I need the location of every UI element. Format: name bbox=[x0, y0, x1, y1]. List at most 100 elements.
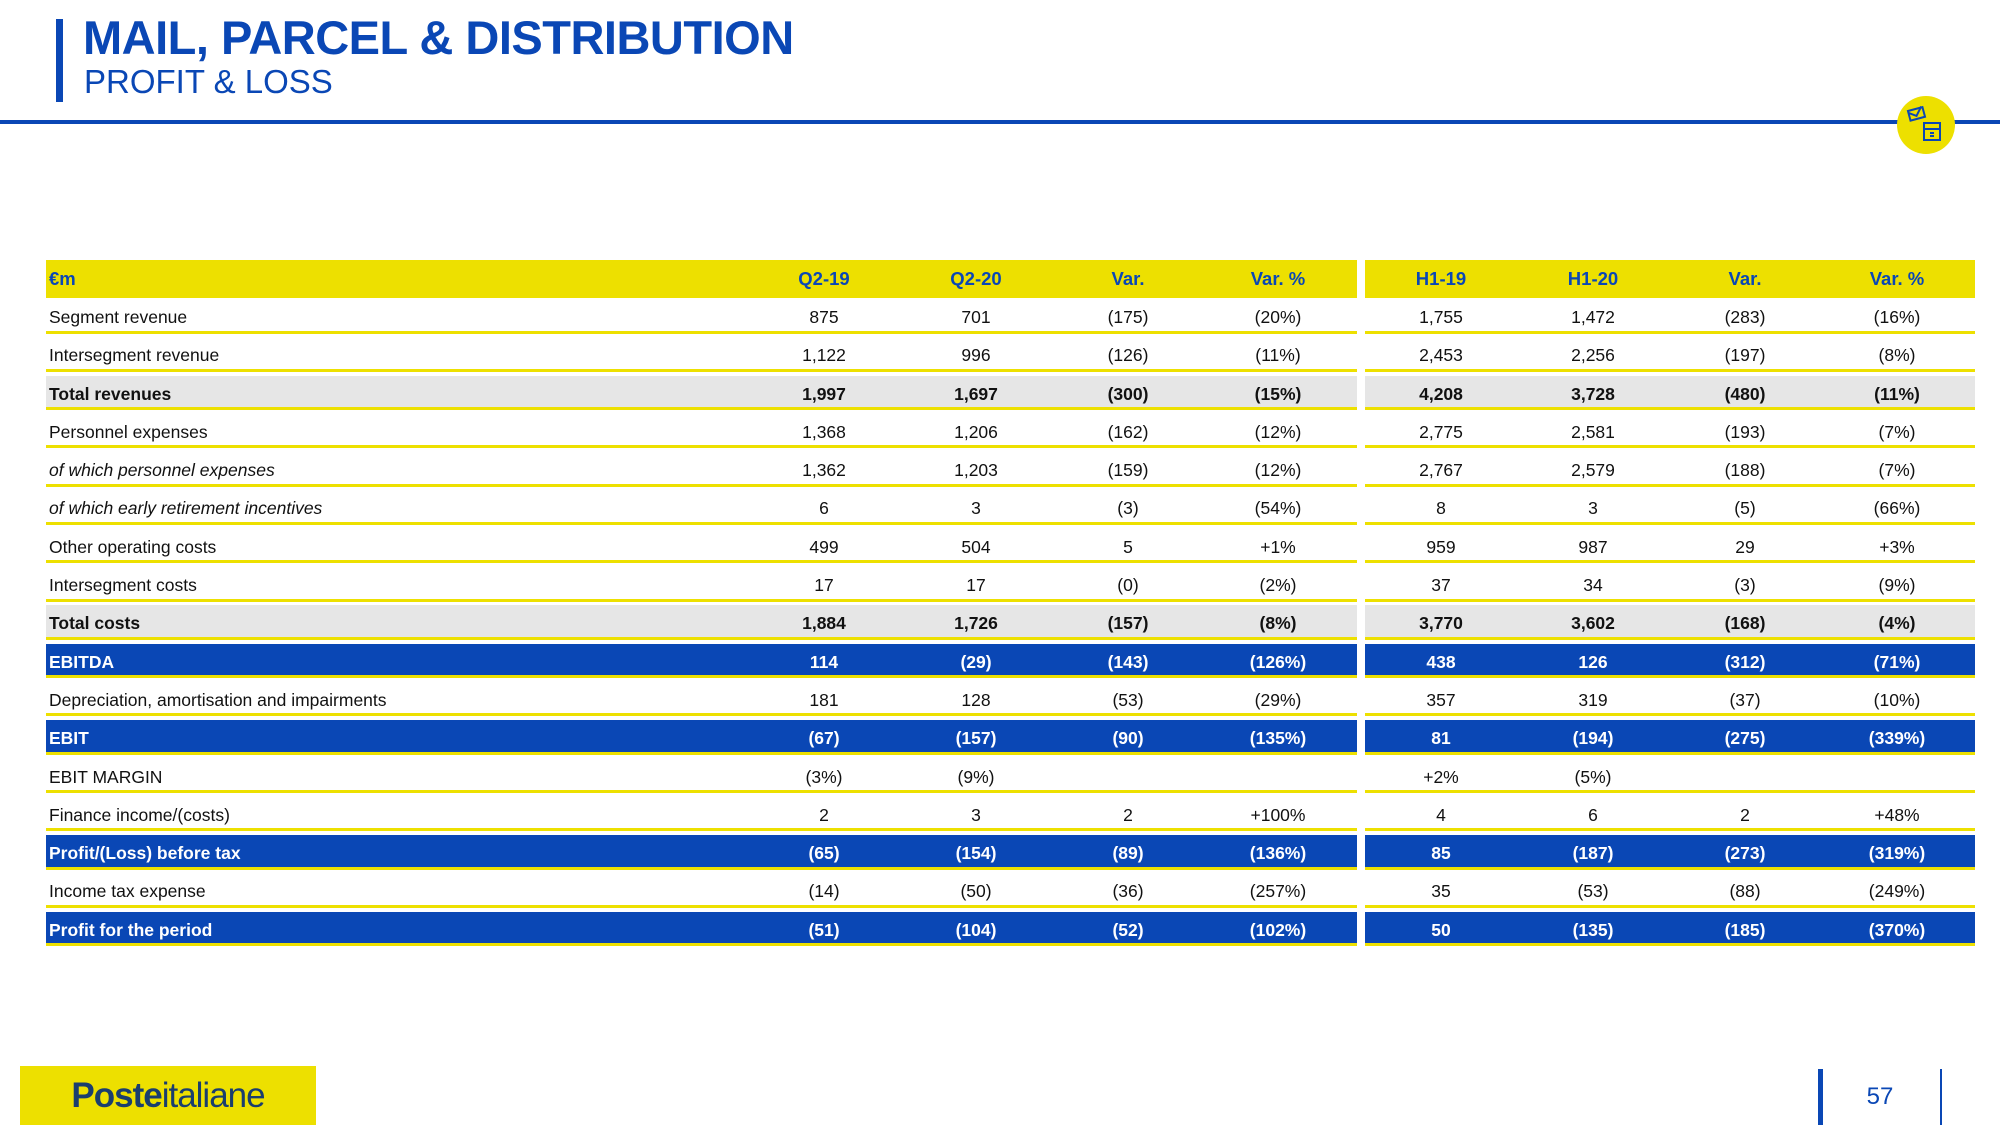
cell-value: 2,453 bbox=[1419, 345, 1463, 366]
cell-value: (257%) bbox=[1249, 881, 1307, 902]
row-label: of which personnel expenses bbox=[49, 460, 275, 481]
row-label: Intersegment revenue bbox=[49, 345, 220, 366]
cell-value: Var. bbox=[1728, 268, 1762, 289]
cell-value: (37) bbox=[1729, 689, 1761, 710]
cell-value: 1,368 bbox=[802, 421, 846, 442]
row-label: EBITDA bbox=[49, 651, 115, 672]
cell-value: (126%) bbox=[1249, 651, 1307, 672]
cell-value: (0) bbox=[1117, 575, 1139, 596]
cell-value: Var. bbox=[1111, 268, 1145, 289]
cell-value: (5) bbox=[1734, 498, 1756, 519]
cell-value: (71%) bbox=[1873, 651, 1921, 672]
row-background bbox=[1365, 643, 1975, 679]
table-row: Other operating costs 499 504 5 +1% 959 987 29 +… bbox=[46, 529, 1975, 567]
row-background bbox=[1365, 529, 1975, 564]
cell-value: (89) bbox=[1112, 843, 1144, 864]
cell-value: (53) bbox=[1112, 689, 1144, 710]
table-row: Profit/(Loss) before tax (65) (154) (89) (13… bbox=[46, 835, 1975, 873]
table-row: Intersegment revenue 1,122 996 (126) (11%) 2,… bbox=[46, 337, 1975, 375]
row-background bbox=[46, 337, 1357, 372]
cell-value: 1,472 bbox=[1571, 307, 1615, 327]
row-background bbox=[1365, 835, 1975, 870]
row-background bbox=[1365, 490, 1975, 525]
cell-value: 2 bbox=[1123, 804, 1133, 825]
cell-value: 1,884 bbox=[802, 613, 846, 634]
row-background bbox=[46, 490, 1357, 525]
cell-value: 1,726 bbox=[954, 613, 998, 634]
cell-value: (52) bbox=[1112, 919, 1144, 940]
cell-value bbox=[1675, 759, 1815, 794]
cell-value: (16%) bbox=[1873, 307, 1921, 327]
cell-value: 1,755 bbox=[1419, 307, 1463, 327]
cell-value: H1-19 bbox=[1415, 268, 1467, 289]
cell-value: (135) bbox=[1572, 919, 1614, 940]
cell-value: 875 bbox=[809, 307, 839, 327]
cell-value: (14) bbox=[808, 881, 840, 902]
cell-value: (67) bbox=[808, 728, 840, 749]
table-row: Profit for the period (51) (104) (52) (102%)… bbox=[46, 911, 1975, 950]
row-background bbox=[1365, 375, 1975, 411]
cell-value: (480) bbox=[1724, 383, 1766, 404]
cell-value: 987 bbox=[1578, 536, 1608, 557]
cell-value: (7%) bbox=[1878, 460, 1916, 481]
table-row: Finance income/(costs) 2 3 2 +100% 4 6 2 +48% bbox=[46, 797, 1975, 835]
cell-value: 499 bbox=[809, 536, 839, 557]
cell-value: (8%) bbox=[1878, 345, 1916, 366]
cell-value: +3% bbox=[1879, 536, 1915, 557]
cell-value: 37 bbox=[1431, 575, 1451, 596]
cell-value: 2,767 bbox=[1419, 460, 1463, 481]
row-label: Other operating costs bbox=[49, 536, 217, 557]
cell-value: 3 bbox=[971, 498, 981, 519]
row-background bbox=[46, 873, 1357, 908]
table-row: EBITDA 114 (29) (143) (126%) 438 126 (312) (71%) bbox=[46, 643, 1975, 682]
cell-value: +2% bbox=[1423, 766, 1459, 787]
cell-value: Var. % bbox=[1250, 268, 1306, 289]
cell-value: 3,770 bbox=[1419, 613, 1463, 634]
cell-value: 3 bbox=[971, 804, 981, 825]
cell-value: (188) bbox=[1724, 460, 1766, 481]
cell-value: (66%) bbox=[1873, 498, 1921, 519]
table-row: Total costs 1,884 1,726 (157) (8%) 3,770 3,602… bbox=[46, 605, 1975, 643]
cell-value: (15%) bbox=[1254, 383, 1302, 404]
row-background bbox=[1365, 720, 1975, 755]
cell-value: (135%) bbox=[1249, 728, 1307, 749]
cell-value: 996 bbox=[961, 345, 991, 366]
row-background bbox=[46, 759, 1357, 794]
row-background bbox=[46, 643, 1357, 679]
cell-value: 1,697 bbox=[954, 383, 998, 404]
cell-value: 17 bbox=[966, 575, 986, 596]
cell-value: (20%) bbox=[1254, 307, 1302, 327]
cell-value: 319 bbox=[1578, 689, 1608, 710]
row-background bbox=[46, 452, 1357, 487]
cell-value: Var. % bbox=[1869, 268, 1925, 289]
cell-value: (9%) bbox=[957, 766, 995, 787]
row-background bbox=[1365, 682, 1975, 717]
row-label: Total revenues bbox=[49, 383, 172, 404]
cell-value: (12%) bbox=[1254, 460, 1302, 481]
cell-value: (50) bbox=[960, 881, 992, 902]
cell-value: (126) bbox=[1107, 345, 1149, 366]
cell-value: 6 bbox=[819, 498, 829, 519]
table-row: Income tax expense (14) (50) (36) (257%) 35 (5… bbox=[46, 873, 1975, 911]
cell-value: Q2-19 bbox=[798, 268, 850, 289]
table-row: EBIT (67) (157) (90) (135%) 81 (194) (275) (339%… bbox=[46, 720, 1975, 758]
cell-value: (185) bbox=[1724, 919, 1766, 940]
cell-value: 29 bbox=[1735, 536, 1755, 557]
table-row: EBIT MARGIN (3%) (9%) +2% (5%) bbox=[46, 759, 1975, 797]
cell-value: (65) bbox=[808, 843, 840, 864]
cell-value: 3 bbox=[1588, 498, 1598, 519]
cell-value: (194) bbox=[1572, 728, 1614, 749]
cell-value: 50 bbox=[1431, 919, 1451, 940]
cell-value: (162) bbox=[1107, 421, 1149, 442]
row-label: EBIT MARGIN bbox=[49, 766, 163, 787]
cell-value: 85 bbox=[1431, 843, 1451, 864]
row-background bbox=[1365, 414, 1975, 449]
header-divider bbox=[0, 120, 2000, 124]
cell-value: (370%) bbox=[1868, 919, 1926, 940]
cell-value: 438 bbox=[1426, 651, 1456, 672]
cell-value: (275) bbox=[1724, 728, 1766, 749]
page-number: 57 bbox=[1866, 1083, 1894, 1110]
cell-value: (339%) bbox=[1868, 728, 1926, 749]
cell-value: (168) bbox=[1724, 613, 1766, 634]
row-background bbox=[1365, 337, 1975, 372]
